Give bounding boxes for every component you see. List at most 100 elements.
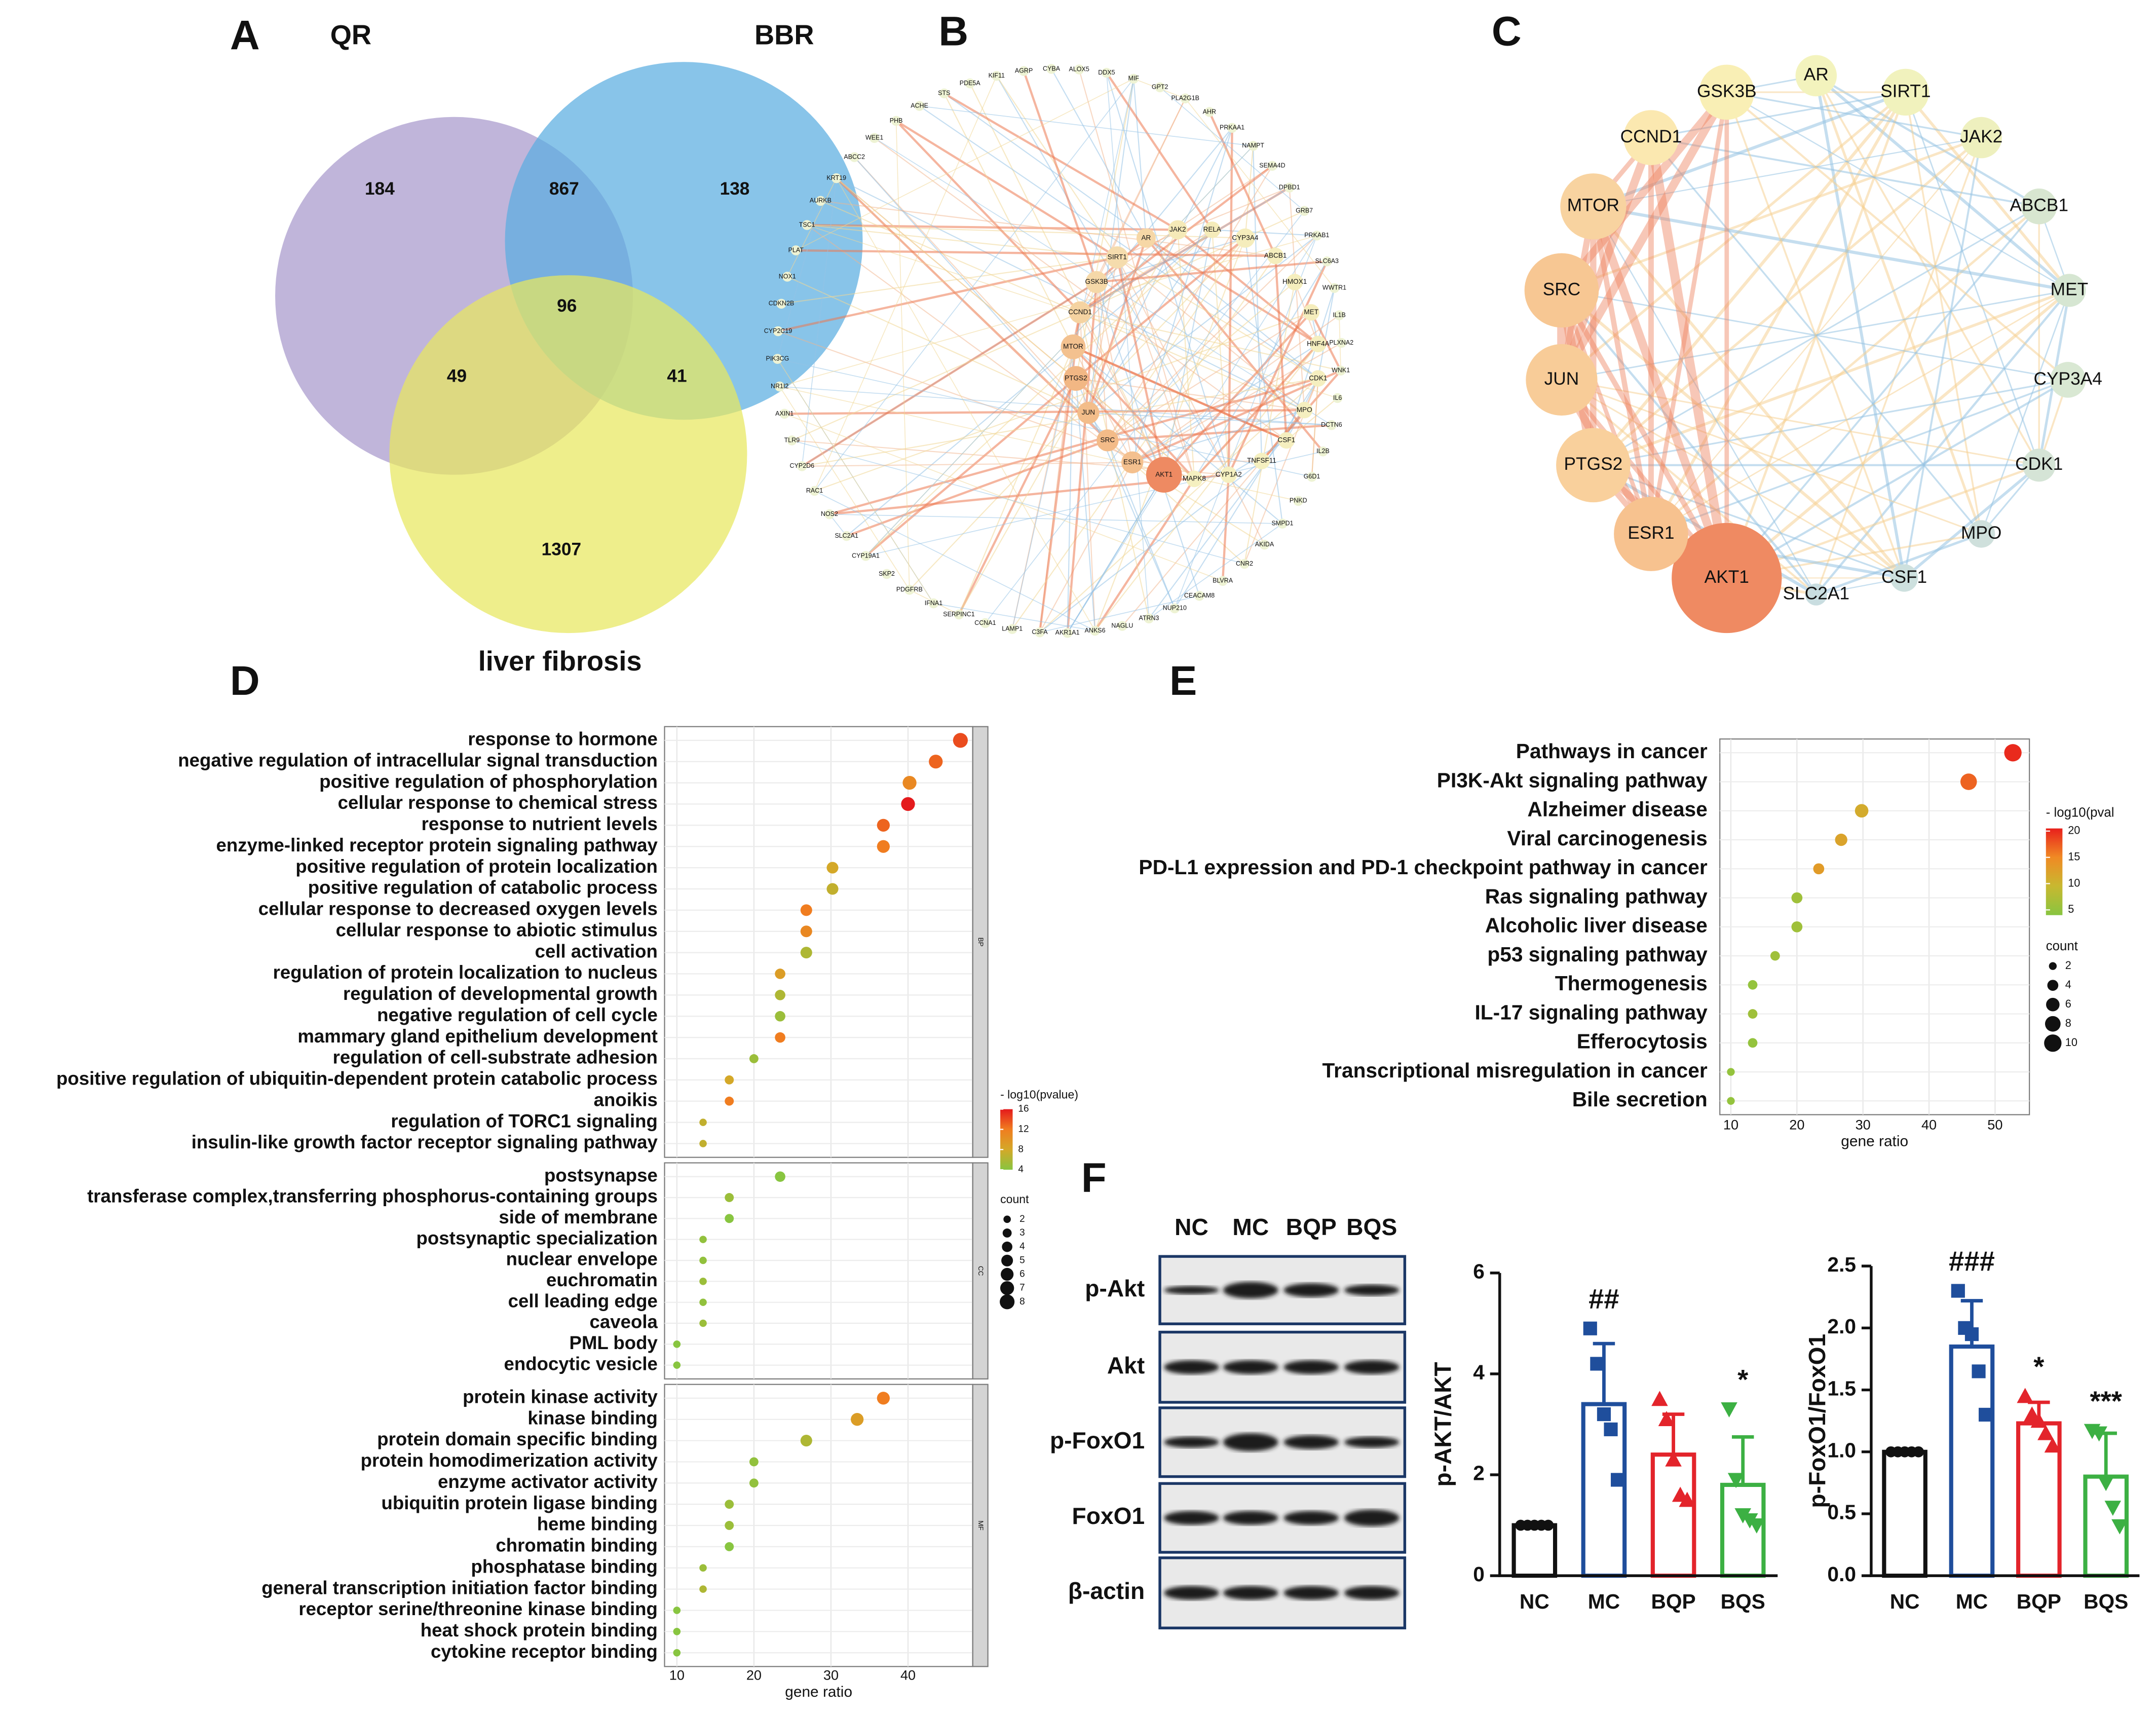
network-edge [778, 256, 1118, 332]
network-edge [1221, 474, 1230, 581]
network-edge [919, 105, 1318, 379]
node-label: MTOR [1063, 343, 1083, 350]
venn-count: 867 [549, 179, 579, 199]
data-point [1665, 1451, 1682, 1467]
node-label: MPO [1297, 406, 1312, 414]
legend-dot [1002, 1228, 1012, 1238]
dot [1791, 892, 1803, 904]
network-node [1239, 558, 1250, 569]
x-axis-label: gene ratio [785, 1684, 852, 1700]
dot [699, 1236, 707, 1243]
network-edge [1116, 257, 1195, 479]
category-label: receptor serine/threonine kinase binding [298, 1598, 658, 1619]
node-label: IFNA1 [925, 600, 942, 607]
colorbar-tick-label: 20 [2068, 824, 2080, 837]
network-edge [777, 201, 821, 359]
network-edge [1561, 379, 2039, 466]
network-edge [1646, 136, 1731, 579]
network-node [1614, 497, 1688, 571]
network-node [1327, 420, 1337, 430]
y-axis-label: p-FoxO1/FoxO1 [1804, 1334, 1830, 1508]
network-node [1672, 523, 1782, 634]
network-edge [836, 178, 1095, 631]
network-node [824, 509, 835, 519]
node-label: JAK2 [1960, 127, 2002, 146]
dot [725, 1542, 734, 1551]
x-tick-label: 40 [900, 1667, 916, 1683]
blot-band [1223, 1282, 1278, 1298]
dot [800, 1435, 812, 1447]
y-tick-label: 2.5 [1827, 1253, 1856, 1276]
network-edge [1815, 74, 2040, 208]
venn-count: 138 [720, 179, 750, 199]
category-label: transferase complex,transferring phospho… [87, 1186, 658, 1207]
category-label: nuclear envelope [506, 1249, 658, 1270]
network-edge [846, 439, 1108, 537]
category-label: insulin-like growth factor receptor sign… [192, 1132, 658, 1152]
blot-band [1344, 1284, 1399, 1296]
dot [1813, 863, 1825, 875]
category-label: heme binding [537, 1514, 658, 1535]
network-node [1312, 231, 1322, 241]
network-node [790, 245, 801, 255]
network-edge [1589, 205, 1731, 580]
network-edge [1159, 87, 1305, 211]
blot-row-label: p-FoxO1 [1050, 1427, 1145, 1454]
data-point [1590, 1357, 1604, 1371]
network-edge [1649, 92, 1729, 535]
network-node [2053, 274, 2086, 307]
network-node [1278, 432, 1295, 449]
data-point [1972, 1364, 1986, 1378]
network-node [1203, 221, 1221, 238]
venn-set-label: BBR [754, 20, 814, 51]
node-label: SEMA4D [1259, 162, 1285, 169]
network-edge [1079, 312, 1165, 475]
category-label: protein kinase activity [463, 1387, 658, 1407]
category-label: kinase binding [527, 1407, 658, 1428]
dot [673, 1361, 681, 1369]
network-node [797, 461, 807, 471]
node-label: RELA [1203, 226, 1222, 233]
venn-count: 49 [447, 366, 467, 386]
colorbar-tick-label: 5 [2068, 903, 2074, 915]
network-node [1194, 590, 1204, 601]
node-label: TLR9 [784, 436, 800, 443]
node-label: SRC [1543, 279, 1581, 299]
dot [901, 797, 915, 811]
network-edge [1561, 379, 1982, 535]
blot-band [1344, 1509, 1399, 1526]
y-tick-label: 0.5 [1827, 1501, 1856, 1524]
network-edge [1726, 91, 1982, 139]
network-edge [1228, 474, 1265, 545]
network-node [1096, 429, 1119, 452]
x-tick-label: BQP [2017, 1590, 2061, 1613]
network-edge [1593, 91, 1906, 208]
network-edge [1317, 288, 1335, 379]
venn-count: 1307 [542, 539, 582, 559]
blot-band [1164, 1511, 1219, 1525]
node-label: BLVRA [1213, 577, 1233, 584]
network-node [776, 299, 786, 309]
network-edge [1726, 91, 2070, 291]
network-edge [909, 238, 1246, 590]
network-node [782, 272, 792, 282]
dot [775, 1011, 785, 1022]
network-node [1334, 310, 1344, 320]
node-label: AGRP [1015, 67, 1033, 74]
network-edge [1088, 412, 1332, 426]
category-label: general transcription initiation factor … [261, 1577, 658, 1598]
network-node [1960, 117, 2002, 159]
network-edge [1593, 137, 1982, 207]
network-edge [814, 76, 997, 491]
node-label: ESR1 [1628, 523, 1674, 543]
category-label: regulation of developmental growth [343, 983, 658, 1004]
significance-label: ## [1588, 1283, 1619, 1314]
data-point [2037, 1425, 2054, 1440]
network-node [1336, 338, 1347, 348]
node-label: NUP210 [1163, 605, 1187, 612]
node-label: JUN [1544, 369, 1579, 389]
dot [929, 755, 943, 769]
dot [725, 1500, 734, 1509]
network-edge [1094, 238, 1246, 631]
